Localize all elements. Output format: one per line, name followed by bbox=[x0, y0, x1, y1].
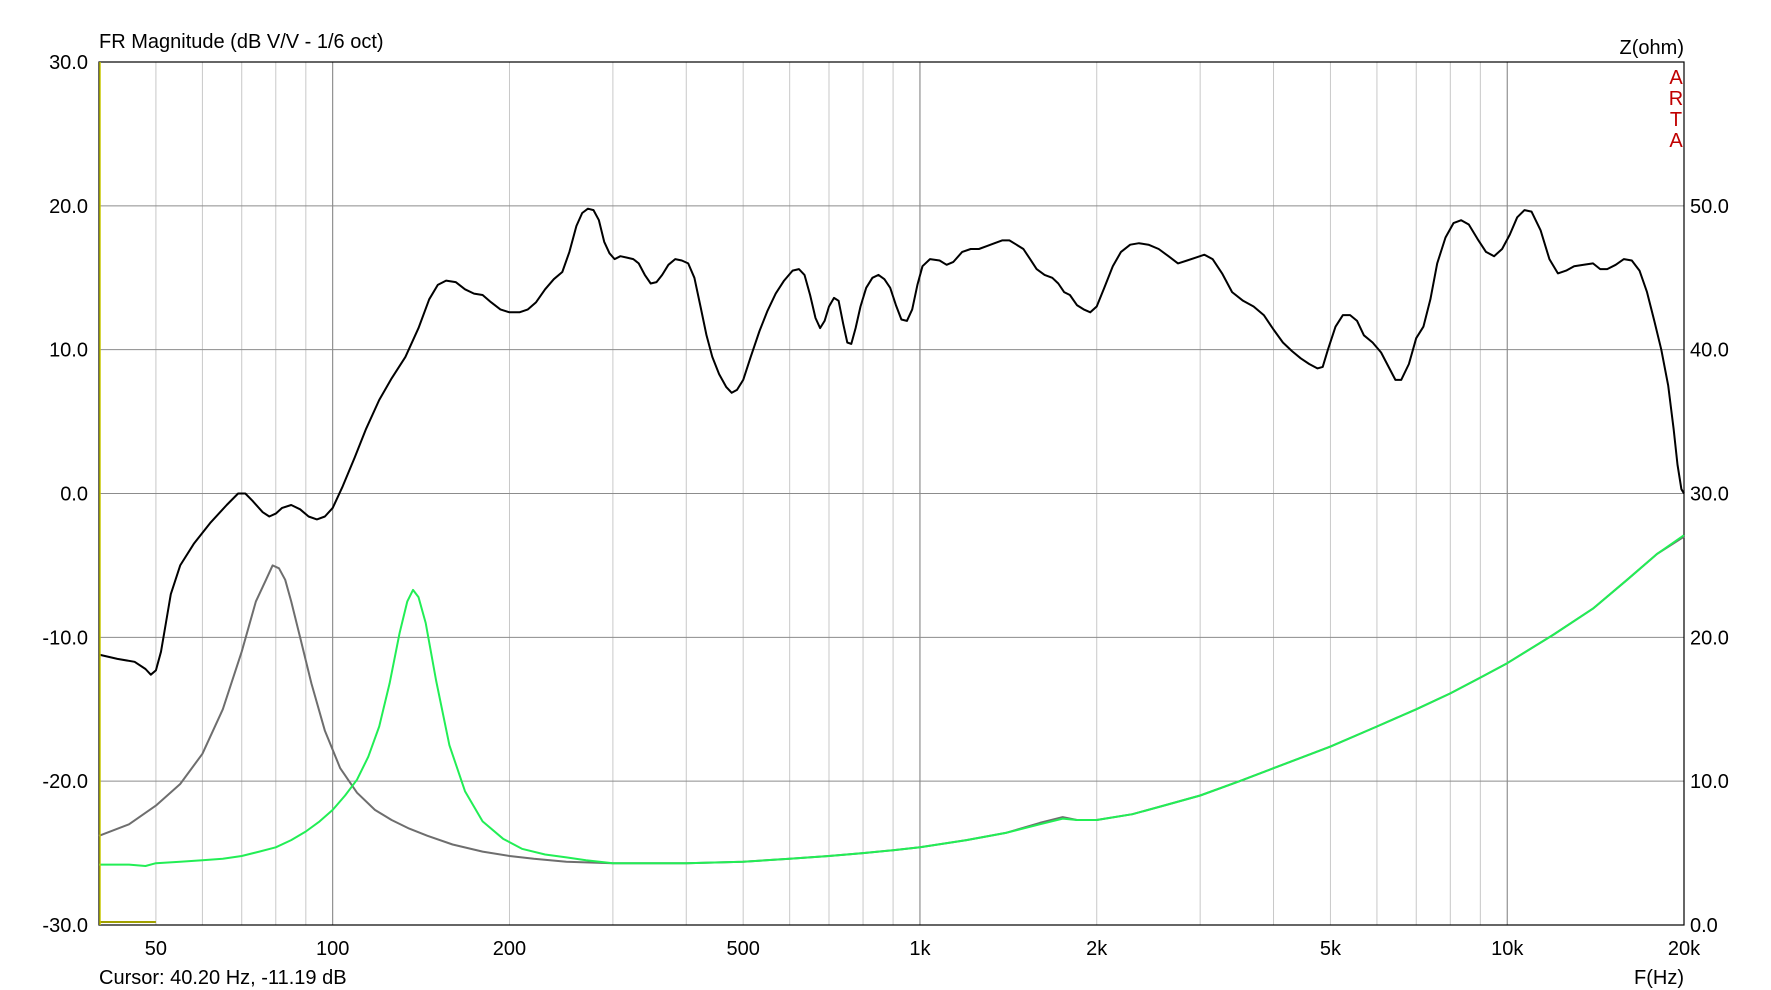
cursor-readout: Cursor: 40.20 Hz, -11.19 dB bbox=[99, 967, 347, 989]
x-tick-label: 5k bbox=[1320, 938, 1342, 960]
y-right-tick-label: 0.0 bbox=[1690, 915, 1718, 937]
y-left-tick-label: -30.0 bbox=[42, 915, 88, 937]
y-right-tick-label: 20.0 bbox=[1690, 627, 1729, 649]
x-tick-label: 10k bbox=[1491, 938, 1524, 960]
x-tick-label: 1k bbox=[909, 938, 931, 960]
x-tick-label: 200 bbox=[493, 938, 526, 960]
tick-labels: 30.0 20.0 10.0 0.0 -10.0 -20.0 -30.0 50.0 40.0 30… bbox=[42, 52, 1729, 960]
y-left-tick-label: 20.0 bbox=[49, 196, 88, 218]
y-left-tick-label: 10.0 bbox=[49, 340, 88, 362]
x-tick-label: 50 bbox=[145, 938, 167, 960]
grid bbox=[98, 61, 1685, 926]
right-axis-label: Z(ohm) bbox=[1620, 37, 1684, 59]
series-group bbox=[98, 62, 1685, 925]
y-left-tick-label: -10.0 bbox=[42, 627, 88, 649]
x-tick-label: 500 bbox=[726, 938, 759, 960]
watermark-letter: T bbox=[1670, 109, 1682, 131]
x-tick-label: 100 bbox=[316, 938, 349, 960]
y-left-tick-label: 0.0 bbox=[60, 484, 88, 506]
x-tick-label: 2k bbox=[1086, 938, 1108, 960]
y-right-tick-label: 10.0 bbox=[1690, 771, 1729, 793]
y-left-tick-label: 30.0 bbox=[49, 52, 88, 74]
series-line bbox=[99, 534, 1685, 867]
chart-title: FR Magnitude (dB V/V - 1/6 oct) bbox=[99, 31, 384, 53]
watermark-letter: A bbox=[1669, 130, 1683, 152]
x-tick-label: 20k bbox=[1668, 938, 1701, 960]
y-right-tick-label: 50.0 bbox=[1690, 196, 1729, 218]
series-line bbox=[98, 207, 1685, 676]
y-left-tick-label: -20.0 bbox=[42, 771, 88, 793]
watermark-letter: A bbox=[1669, 67, 1683, 89]
x-axis-label: F(Hz) bbox=[1634, 967, 1684, 989]
watermark-letter: R bbox=[1669, 88, 1683, 110]
y-right-tick-label: 30.0 bbox=[1690, 484, 1729, 506]
y-right-tick-label: 40.0 bbox=[1690, 340, 1729, 362]
